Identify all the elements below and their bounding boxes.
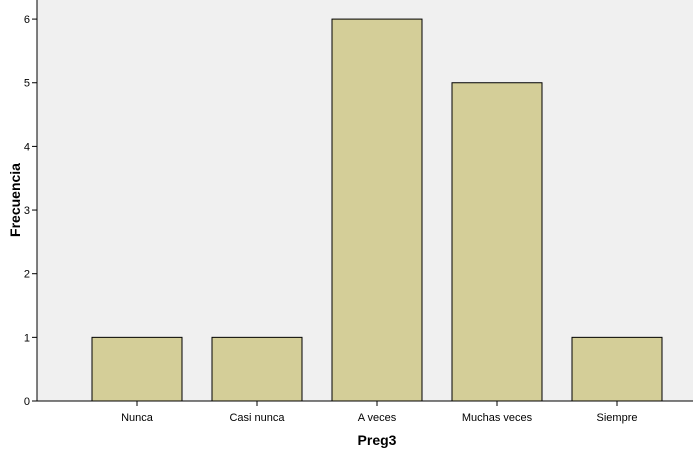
y-axis-title: Frecuencia bbox=[7, 163, 23, 237]
axes-layer: Nunca Casi nunca A veces Muchas veces Siempr… bbox=[24, 0, 693, 424]
y-tick-label-0: 0 bbox=[24, 396, 30, 408]
x-tick-label-3: Muchas veces bbox=[462, 412, 533, 424]
y-tick-label-5: 5 bbox=[24, 78, 30, 90]
y-tick-label-6: 6 bbox=[24, 14, 30, 26]
x-axis-title: Preg3 bbox=[358, 432, 397, 448]
x-tick-label-4: Siempre bbox=[597, 412, 638, 424]
bar-3 bbox=[451, 82, 543, 402]
bar-0 bbox=[91, 336, 183, 402]
bars-layer bbox=[91, 18, 663, 402]
bar-4 bbox=[571, 336, 663, 402]
y-tick-label-2: 2 bbox=[24, 269, 30, 281]
x-tick-label-1: Casi nunca bbox=[229, 412, 285, 424]
bar-1 bbox=[211, 336, 303, 402]
x-tick-label-2: A veces bbox=[358, 412, 397, 424]
y-tick-label-3: 3 bbox=[24, 205, 30, 217]
y-tick-label-1: 1 bbox=[24, 332, 30, 344]
bar-2 bbox=[331, 18, 423, 402]
x-tick-label-0: Nunca bbox=[121, 412, 154, 424]
y-tick-label-4: 4 bbox=[24, 141, 30, 153]
